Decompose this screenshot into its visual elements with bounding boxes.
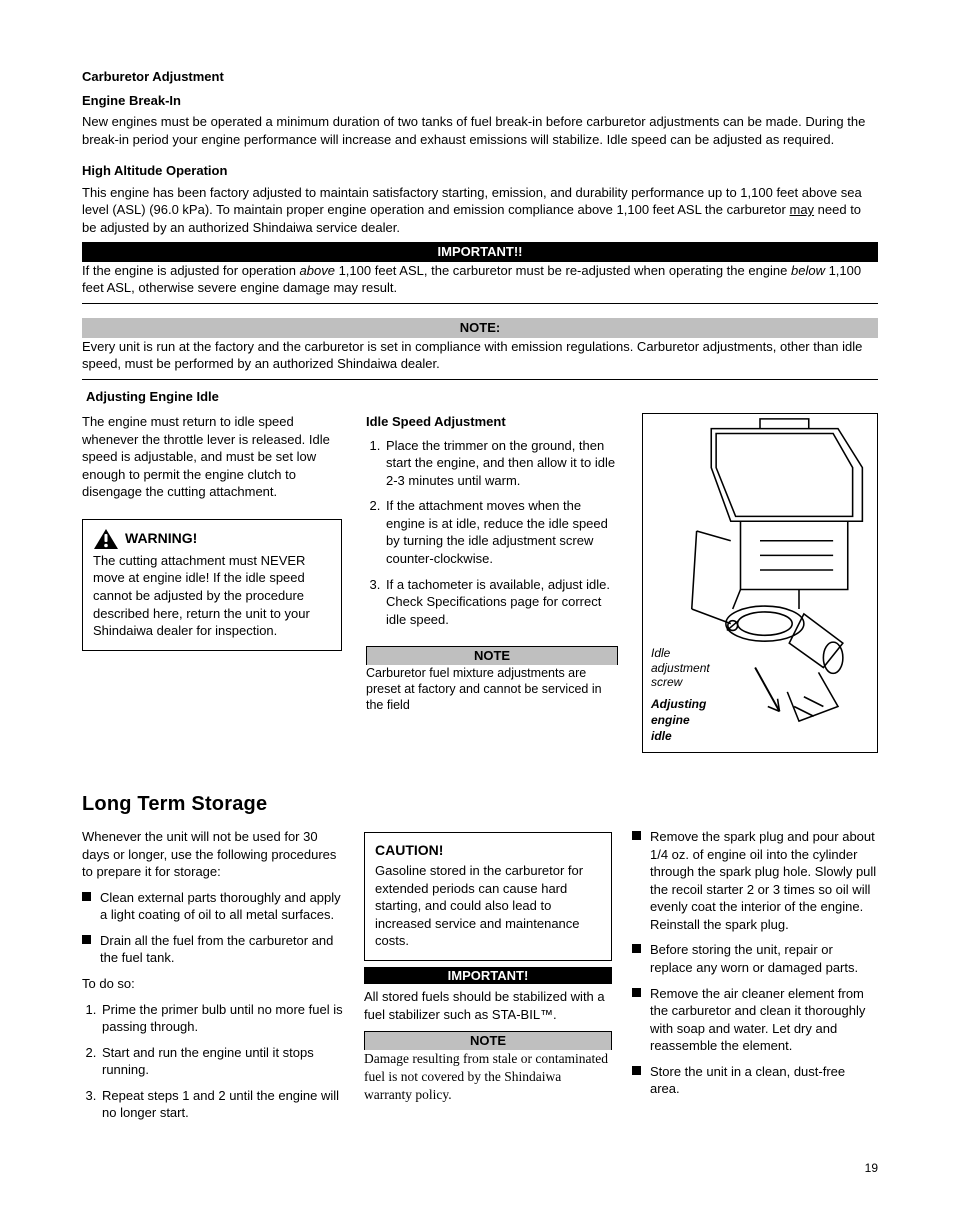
storage-todo: To do so: [82, 975, 344, 993]
divider [82, 379, 878, 380]
altitude-a: This engine has been factory adjusted to… [82, 185, 862, 218]
idle-columns: The engine must return to idle speed whe… [82, 413, 878, 753]
warning-label: WARNING! [125, 529, 197, 548]
list-item: Remove the spark plug and pour about 1/4… [632, 828, 878, 933]
list-item: Store the unit in a clean, dust-free are… [632, 1063, 878, 1098]
storage-list2: Remove the spark plug and pour about 1/4… [632, 828, 878, 1098]
storage-important-text: All stored fuels should be stabilized wi… [364, 988, 612, 1023]
heading-idle-speed: Idle Speed Adjustment [366, 413, 618, 431]
storage-col3: Remove the spark plug and pour about 1/4… [632, 828, 878, 1130]
warning-triangle-icon [93, 528, 119, 550]
list-item: Remove the air cleaner element from the … [632, 985, 878, 1055]
heading-altitude: High Altitude Operation [82, 162, 878, 180]
storage-note-bar: NOTE [364, 1031, 612, 1050]
figure-label-screw: Idle adjustment screw [651, 646, 709, 689]
storage-steps: Prime the primer bulb until no more fuel… [82, 1001, 344, 1122]
caution-label: CAUTION! [375, 841, 601, 860]
idle-col2: Idle Speed Adjustment Place the trimmer … [366, 413, 618, 753]
carburetor-section: Carburetor Adjustment Engine Break-In Ne… [82, 68, 878, 380]
important-text: If the engine is adjusted for operation … [82, 262, 878, 297]
heading-carburetor: Carburetor Adjustment [82, 68, 878, 86]
important-bar: IMPORTANT!! [82, 242, 878, 262]
list-item: Repeat steps 1 and 2 until the engine wi… [100, 1087, 344, 1122]
list-item: Clean external parts thoroughly and appl… [82, 889, 344, 924]
altitude-text: This engine has been factory adjusted to… [82, 184, 878, 237]
caution-box: CAUTION! Gasoline stored in the carburet… [364, 832, 612, 961]
idle-note-bar: NOTE [366, 646, 618, 665]
idle-step: Place the trimmer on the ground, then st… [384, 437, 618, 490]
heading-storage: Long Term Storage [82, 791, 878, 818]
idle-figure: Idle adjustment screw Adjusting engine i… [642, 413, 878, 753]
idle-col1: The engine must return to idle speed whe… [82, 413, 342, 753]
storage-list1: Clean external parts thoroughly and appl… [82, 889, 344, 967]
heading-idle: Adjusting Engine Idle [86, 388, 878, 406]
note-text: Every unit is run at the factory and the… [82, 338, 878, 373]
list-item: Drain all the fuel from the carburetor a… [82, 932, 344, 967]
warning-box: WARNING! The cutting attachment must NEV… [82, 519, 342, 651]
storage-note-text: Damage resulting from stale or contamina… [364, 1050, 612, 1105]
storage-intro: Whenever the unit will not be used for 3… [82, 828, 344, 881]
storage-col1: Whenever the unit will not be used for 3… [82, 828, 344, 1130]
idle-intro: The engine must return to idle speed whe… [82, 413, 342, 501]
idle-note-text: Carburetor fuel mixture adjustments are … [366, 665, 618, 714]
breakin-text: New engines must be operated a minimum d… [82, 113, 878, 148]
idle-col3: Idle adjustment screw Adjusting engine i… [642, 413, 878, 753]
idle-steps-list: Place the trimmer on the ground, then st… [366, 437, 618, 628]
note-bar: NOTE: [82, 318, 878, 338]
list-item: Before storing the unit, repair or repla… [632, 941, 878, 976]
list-item: Start and run the engine until it stops … [100, 1044, 344, 1079]
warning-text: The cutting attachment must NEVER move a… [93, 552, 331, 640]
altitude-may: may [789, 202, 814, 217]
list-item: Prime the primer bulb until no more fuel… [100, 1001, 344, 1036]
storage-columns: Whenever the unit will not be used for 3… [82, 828, 878, 1130]
idle-step: If the attachment moves when the engine … [384, 497, 618, 567]
warning-heading: WARNING! [93, 528, 331, 550]
storage-col2: CAUTION! Gasoline stored in the carburet… [364, 828, 612, 1130]
heading-breakin: Engine Break-In [82, 92, 878, 110]
storage-important-bar: IMPORTANT! [364, 967, 612, 985]
page-number: 19 [82, 1160, 878, 1176]
idle-step: If a tachometer is available, adjust idl… [384, 576, 618, 629]
divider [82, 303, 878, 304]
caution-text: Gasoline stored in the carburetor for ex… [375, 862, 601, 950]
figure-title: Adjusting engine idle [651, 696, 709, 745]
